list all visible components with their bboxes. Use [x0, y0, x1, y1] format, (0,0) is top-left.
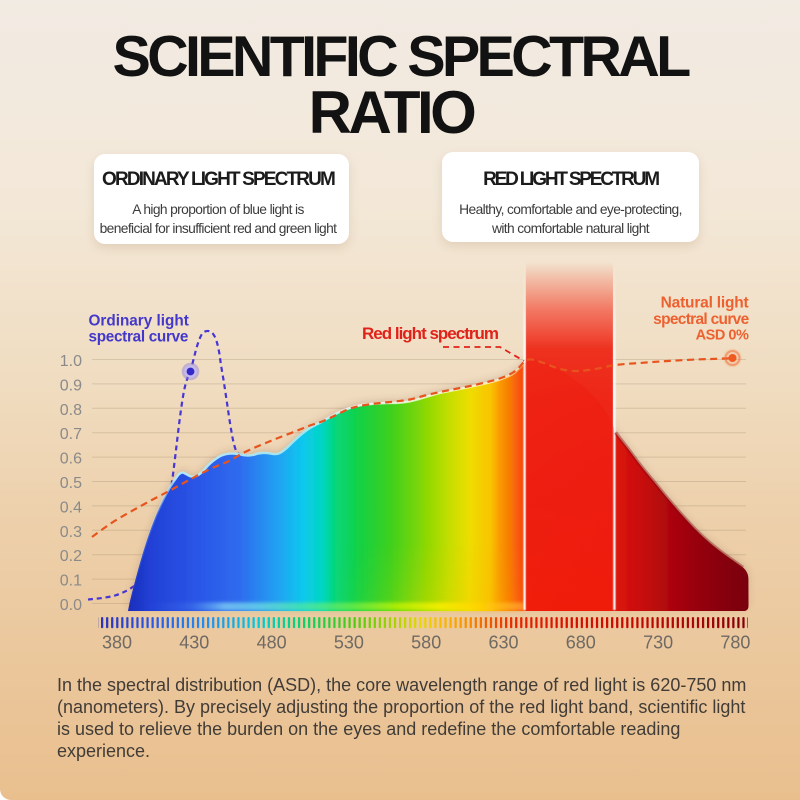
- svg-text:0.5: 0.5: [60, 475, 82, 492]
- svg-text:780: 780: [720, 633, 750, 653]
- svg-text:480: 480: [257, 633, 287, 653]
- svg-text:0.4: 0.4: [60, 499, 82, 516]
- svg-text:0.1: 0.1: [60, 573, 82, 590]
- svg-text:Red light spectrum: Red light spectrum: [362, 324, 499, 343]
- svg-text:1.0: 1.0: [60, 353, 82, 370]
- svg-text:0.8: 0.8: [60, 402, 82, 419]
- svg-text:0.6: 0.6: [60, 451, 82, 468]
- svg-text:Natural light: Natural light: [661, 295, 749, 312]
- svg-text:0.9: 0.9: [60, 377, 82, 394]
- svg-text:630: 630: [488, 633, 518, 653]
- svg-text:730: 730: [643, 633, 673, 653]
- svg-text:Ordinary light: Ordinary light: [89, 313, 189, 330]
- svg-text:0.7: 0.7: [60, 426, 82, 443]
- svg-text:0.3: 0.3: [60, 524, 82, 541]
- svg-text:0.2: 0.2: [60, 548, 82, 565]
- svg-text:spectral curve: spectral curve: [653, 311, 749, 328]
- svg-text:380: 380: [102, 633, 132, 653]
- svg-text:580: 580: [411, 633, 441, 653]
- svg-text:ASD 0%: ASD 0%: [696, 328, 749, 344]
- svg-text:spectral curve: spectral curve: [89, 329, 189, 346]
- svg-text:0.0: 0.0: [60, 597, 82, 614]
- svg-text:530: 530: [334, 633, 364, 653]
- svg-text:430: 430: [179, 633, 209, 653]
- svg-text:680: 680: [566, 633, 596, 653]
